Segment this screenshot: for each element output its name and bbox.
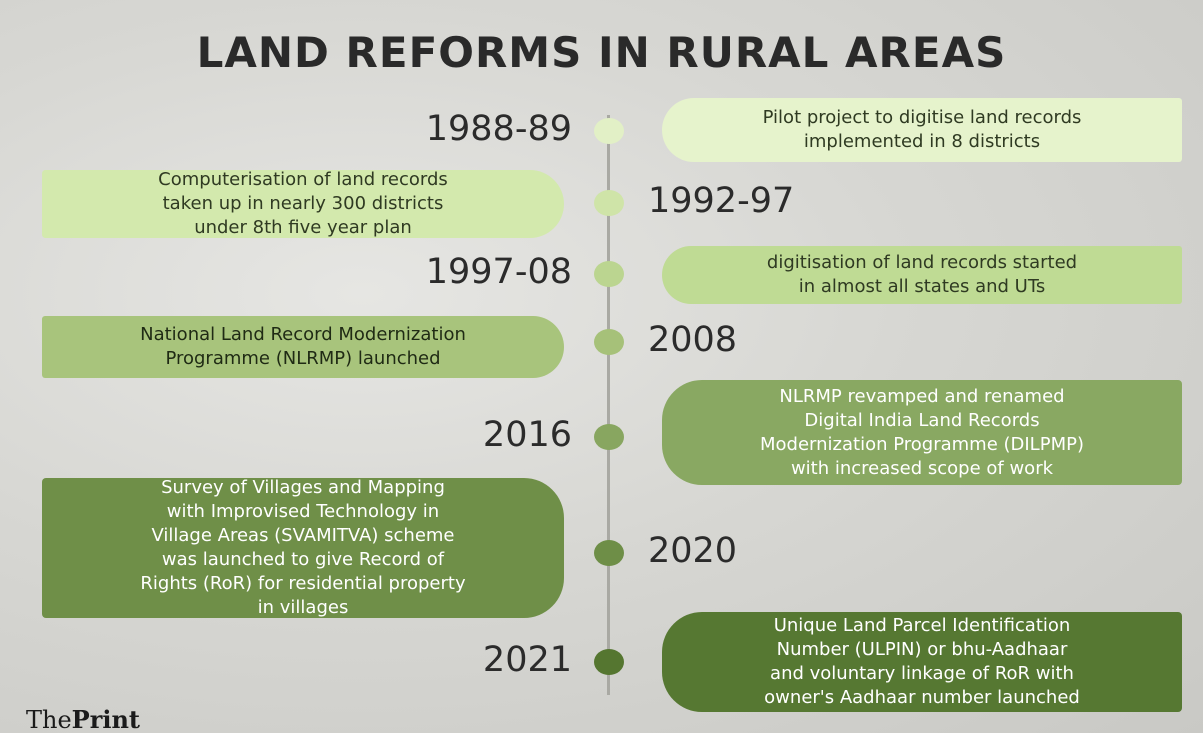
event-text-line: Digital India Land Records: [804, 409, 1039, 433]
timeline-dot: [594, 649, 624, 675]
event-text-line: Pilot project to digitise land records: [763, 106, 1082, 130]
title: LAND REFORMS IN RURAL AREAS: [0, 28, 1203, 77]
event-year: 1988-89: [426, 109, 572, 149]
event-text-line: owner's Aadhaar number launched: [764, 686, 1080, 710]
event-text-line: with Improvised Technology in: [167, 500, 439, 524]
event-text-line: taken up in nearly 300 districts: [163, 192, 444, 216]
event-text-line: Survey of Villages and Mapping: [161, 476, 445, 500]
event-text-line: Rights (RoR) for residential property: [140, 572, 465, 596]
event-year: 1997-08: [426, 252, 572, 292]
event-text-line: and voluntary linkage of RoR with: [770, 662, 1074, 686]
timeline-dot: [594, 261, 624, 287]
event-text-line: Unique Land Parcel Identification: [774, 614, 1071, 638]
event-text-line: NLRMP revamped and renamed: [779, 385, 1064, 409]
brand-prefix: The: [26, 706, 72, 733]
event-text-line: in villages: [258, 596, 349, 620]
timeline-dot: [594, 190, 624, 216]
event-year: 2020: [648, 531, 737, 571]
timeline-dot: [594, 424, 624, 450]
event-year: 2016: [483, 415, 572, 455]
event-text-line: in almost all states and UTs: [799, 275, 1045, 299]
event-text-line: Computerisation of land records: [158, 168, 448, 192]
brand: ThePrint: [26, 705, 140, 733]
event-text-line: digitisation of land records started: [767, 251, 1077, 275]
timeline-dot: [594, 118, 624, 144]
event-text-line: Village Areas (SVAMITVA) scheme: [151, 524, 454, 548]
event-text-line: National Land Record Modernization: [140, 323, 466, 347]
event-text-line: with increased scope of work: [791, 457, 1053, 481]
event-year: 2021: [483, 640, 572, 680]
event-year: 2008: [648, 320, 737, 360]
event-text-line: under 8th five year plan: [194, 216, 412, 240]
event-text-line: Modernization Programme (DILPMP): [760, 433, 1084, 457]
timeline-dot: [594, 329, 624, 355]
infographic: LAND REFORMS IN RURAL AREAS ThePrint 198…: [0, 0, 1203, 733]
event-text-line: Programme (NLRMP) launched: [165, 347, 440, 371]
event-year: 1992-97: [648, 181, 794, 221]
event-text-line: Number (ULPIN) or bhu-Aadhaar: [777, 638, 1068, 662]
brand-name: Print: [72, 705, 140, 733]
event-text-line: was launched to give Record of: [162, 548, 444, 572]
timeline-dot: [594, 540, 624, 566]
event-text-line: implemented in 8 districts: [804, 130, 1040, 154]
